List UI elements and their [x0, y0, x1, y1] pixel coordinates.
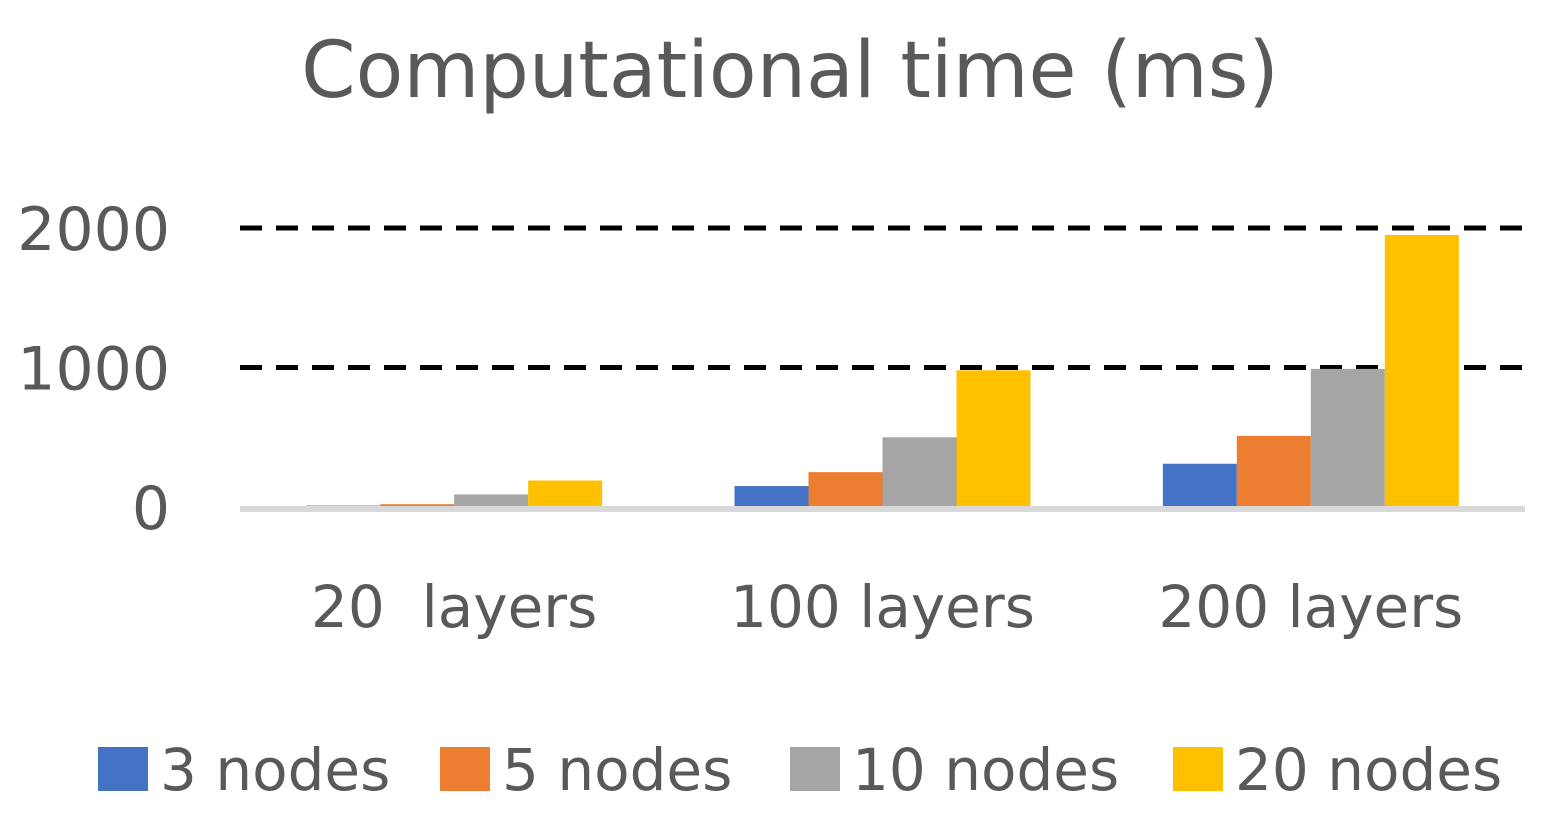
- x-tick-label: 200 layers: [1158, 573, 1463, 641]
- bar: [380, 504, 455, 507]
- y-tick-label: 0: [132, 474, 170, 544]
- legend-swatch: [440, 747, 490, 791]
- legend-label: 20 nodes: [1235, 736, 1502, 804]
- x-axis-tick-labels: 20 layers 100 layers 200 layers: [311, 573, 1463, 641]
- bar: [1236, 435, 1311, 507]
- bar: [734, 486, 809, 507]
- bar: [882, 437, 957, 507]
- legend: 3 nodes 5 nodes 10 nodes 20 nodes: [98, 736, 1502, 804]
- bars: [306, 234, 1459, 507]
- gridlines: [240, 225, 1525, 370]
- y-tick-label: 2000: [17, 195, 170, 265]
- bar: [1162, 463, 1237, 507]
- legend-label: 10 nodes: [852, 736, 1119, 804]
- legend-label: 3 nodes: [160, 736, 390, 804]
- bar: [1310, 368, 1385, 507]
- bar: [808, 472, 883, 507]
- legend-swatch: [98, 747, 148, 791]
- y-axis-tick-labels: 0 1000 2000: [17, 195, 170, 544]
- legend-swatch: [1173, 747, 1223, 791]
- x-tick-label: 100 layers: [730, 573, 1035, 641]
- y-tick-label: 1000: [17, 335, 170, 405]
- legend-swatch: [790, 747, 840, 791]
- bar: [528, 480, 603, 507]
- legend-label: 5 nodes: [502, 736, 732, 804]
- x-tick-label: 20 layers: [311, 573, 597, 641]
- chart-title: Computational time (ms): [301, 26, 1279, 116]
- bar: [454, 494, 529, 507]
- bar: [956, 370, 1031, 507]
- bar: [1384, 234, 1459, 507]
